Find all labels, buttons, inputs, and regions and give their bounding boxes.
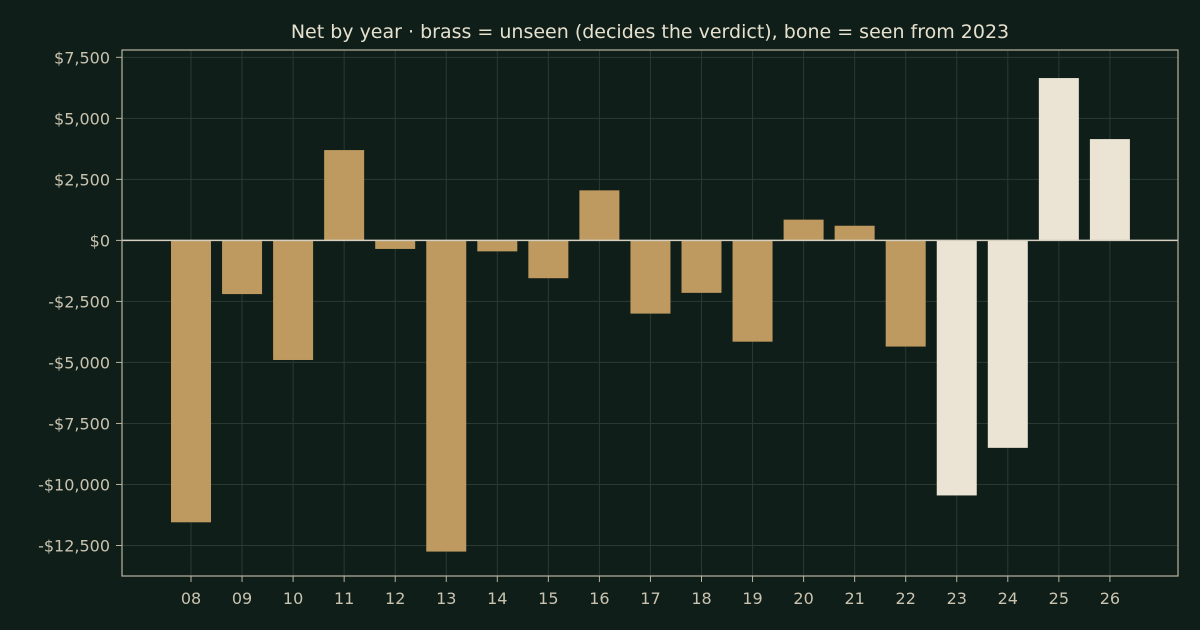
y-tick-label: -$7,500 — [48, 414, 110, 433]
bar-10-unseen — [273, 240, 314, 360]
bar-23-seen — [936, 240, 977, 496]
bar-13-unseen — [426, 240, 467, 552]
x-tick-label: 15 — [538, 589, 558, 608]
bar-17-unseen — [630, 240, 671, 314]
bar-16-unseen — [579, 190, 620, 241]
x-tick-label: 20 — [793, 589, 813, 608]
bar-24-seen — [987, 240, 1028, 448]
bar-15-unseen — [528, 240, 569, 279]
bar-25-seen — [1038, 78, 1079, 241]
x-axis-ticks: 08 09 10 11 12 13 14 15 16 17 18 19 20 21 22 23 24 25 26 — [181, 576, 1120, 608]
x-tick-label: 17 — [640, 589, 660, 608]
x-tick-label: 22 — [896, 589, 916, 608]
y-tick-label: $5,000 — [54, 109, 110, 128]
bar-14-unseen — [477, 240, 518, 252]
bar-21-unseen — [834, 225, 875, 241]
x-tick-label: 16 — [589, 589, 609, 608]
x-tick-label: 11 — [334, 589, 354, 608]
x-tick-label: 21 — [844, 589, 864, 608]
bar-09-unseen — [222, 240, 263, 295]
x-tick-label: 19 — [742, 589, 762, 608]
y-tick-label: -$10,000 — [38, 475, 110, 494]
y-tick-label: -$12,500 — [38, 536, 110, 555]
bar-18-unseen — [681, 240, 722, 293]
x-tick-label: 08 — [181, 589, 201, 608]
y-axis-ticks: $7,500 $5,000 $2,500 $0 -$2,500 -$5,000 -$7,50… — [38, 48, 122, 555]
x-tick-label: 09 — [232, 589, 252, 608]
x-tick-label: 14 — [487, 589, 507, 608]
x-tick-label: 24 — [998, 589, 1018, 608]
bars — [171, 78, 1130, 552]
bar-19-unseen — [732, 240, 773, 342]
bar-26-seen — [1089, 139, 1130, 241]
x-tick-label: 18 — [691, 589, 711, 608]
y-tick-label: $7,500 — [54, 48, 110, 67]
y-tick-label: $0 — [90, 231, 110, 250]
y-tick-label: -$5,000 — [48, 353, 110, 372]
x-tick-label: 23 — [947, 589, 967, 608]
x-tick-label: 13 — [436, 589, 456, 608]
x-tick-label: 12 — [385, 589, 405, 608]
x-tick-label: 26 — [1100, 589, 1120, 608]
bar-11-unseen — [324, 150, 365, 241]
bar-20-unseen — [783, 219, 824, 241]
x-tick-label: 10 — [283, 589, 303, 608]
y-tick-label: $2,500 — [54, 170, 110, 189]
chart-title: Net by year · brass = unseen (decides th… — [291, 21, 1009, 43]
y-tick-label: -$2,500 — [48, 292, 110, 311]
x-tick-label: 25 — [1049, 589, 1069, 608]
bar-12-unseen — [375, 240, 416, 249]
bar-22-unseen — [885, 240, 926, 347]
bar-08-unseen — [171, 240, 211, 523]
